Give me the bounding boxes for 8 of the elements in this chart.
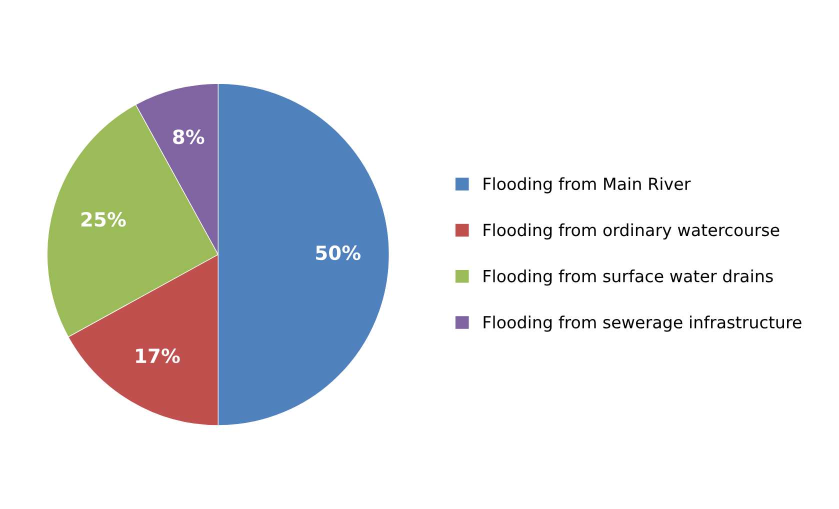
data-label: 8% <box>173 129 204 144</box>
legend-label: Flooding from surface water drains <box>484 270 773 286</box>
data-label: 50% <box>316 245 361 260</box>
data-label: 17% <box>136 348 180 364</box>
legend-label: Flooding from Main River <box>484 177 691 194</box>
legend-label: Flooding from sewerage infrastructure <box>484 316 802 332</box>
legend-label: Flooding from ordinary watercourse <box>484 223 780 240</box>
data-label: 25% <box>81 212 126 227</box>
